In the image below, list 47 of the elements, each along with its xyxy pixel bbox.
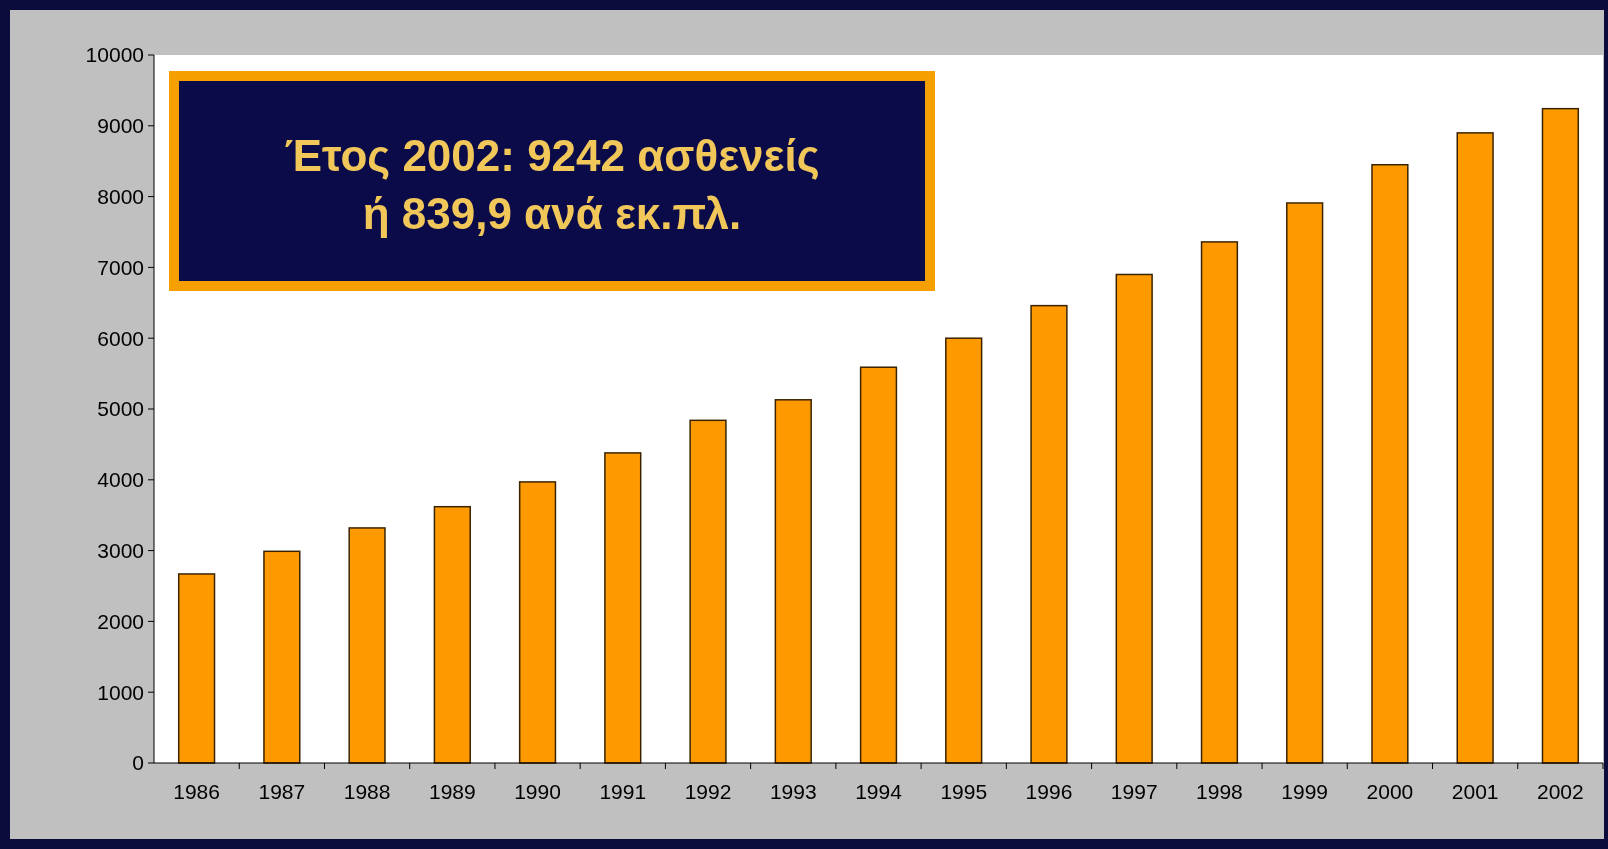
bar xyxy=(177,573,216,764)
x-tick-label: 1991 xyxy=(599,780,647,803)
y-tick-label: 4000 xyxy=(97,468,144,492)
bar xyxy=(1541,107,1580,764)
bar xyxy=(1456,132,1494,764)
x-tick-label: 1999 xyxy=(1281,780,1329,803)
bar xyxy=(433,505,471,764)
bar xyxy=(518,481,557,764)
y-tick-label: 5000 xyxy=(97,397,144,421)
y-tick-label: 3000 xyxy=(97,538,144,562)
x-tick-label: 1994 xyxy=(855,780,903,803)
x-tick-label: 1988 xyxy=(343,780,391,803)
bar xyxy=(945,337,983,764)
bar xyxy=(1030,304,1068,764)
x-tick-label: 1990 xyxy=(514,780,561,803)
y-tick-label: 6000 xyxy=(97,326,144,350)
x-tick-label: 1998 xyxy=(1196,780,1243,803)
y-tick-label: 10000 xyxy=(85,43,144,67)
bar xyxy=(774,399,812,764)
x-tick-label: 1987 xyxy=(258,780,306,803)
callout-box: Έτος 2002: 9242 ασθενείς ή 839,9 ανά εκ.πλ. xyxy=(169,71,935,291)
x-tick-label: 1993 xyxy=(769,780,817,803)
y-tick-label: 1000 xyxy=(97,680,144,704)
y-tick-label: 8000 xyxy=(97,184,144,208)
x-tick-label: 1996 xyxy=(1025,780,1073,803)
y-tick-label: 9000 xyxy=(97,114,144,138)
bar xyxy=(348,527,386,764)
bar xyxy=(604,452,642,764)
bar xyxy=(1371,163,1409,764)
y-tick-label: 0 xyxy=(132,751,144,775)
bar xyxy=(1200,241,1239,764)
y-tick-label: 7000 xyxy=(97,255,144,279)
y-tick-label: 2000 xyxy=(97,609,144,633)
x-tick-label: 1989 xyxy=(428,780,476,803)
x-tick-label: 1997 xyxy=(1110,780,1158,803)
x-tick-label: 2002 xyxy=(1537,780,1584,803)
bar xyxy=(1115,273,1153,764)
x-tick-label: 1986 xyxy=(173,780,220,803)
bar xyxy=(1286,202,1324,764)
x-tick-label: 1995 xyxy=(940,780,988,803)
bar xyxy=(689,419,727,764)
bar xyxy=(859,366,898,764)
x-tick-label: 2000 xyxy=(1366,780,1414,803)
bar xyxy=(263,550,301,764)
annotation: Έτος 2002: 9242 ασθενείς ή 839,9 ανά εκ.πλ. xyxy=(284,131,820,238)
x-tick-label: 2001 xyxy=(1451,780,1499,803)
x-tick-label: 1992 xyxy=(684,780,732,803)
